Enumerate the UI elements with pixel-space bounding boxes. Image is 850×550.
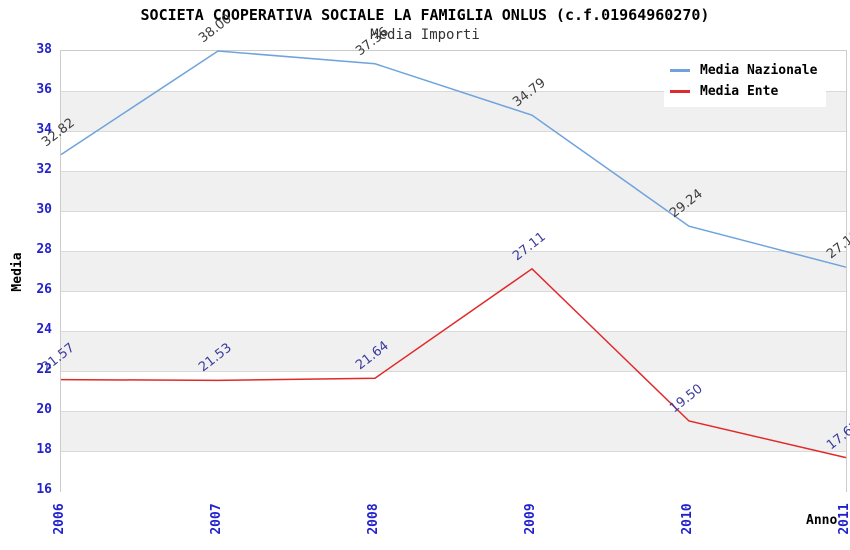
legend-label: Media Ente <box>700 84 779 99</box>
y-tick-label: 16 <box>36 482 52 497</box>
x-tick-label: 2007 <box>209 503 224 535</box>
background-band <box>61 291 846 332</box>
series-line <box>60 267 847 459</box>
legend-item-media-nazionale: Media Nazionale <box>670 60 820 81</box>
y-tick-label: 36 <box>36 82 52 97</box>
background-band <box>61 211 846 252</box>
x-tick-label: 2006 <box>52 503 67 535</box>
legend-label: Media Nazionale <box>700 63 818 78</box>
y-tick-label: 20 <box>36 402 52 417</box>
y-tick-label: 18 <box>36 442 52 457</box>
y-tick-label: 28 <box>36 242 52 257</box>
background-band <box>61 251 846 292</box>
background-band <box>61 371 846 412</box>
x-tick-label: 2009 <box>523 503 538 535</box>
x-tick-label: 2010 <box>680 503 695 535</box>
y-tick-label: 32 <box>36 162 52 177</box>
media-nazionale-line-swatch-icon <box>670 69 690 72</box>
background-band <box>61 171 846 212</box>
y-tick-label: 24 <box>36 322 52 337</box>
chart-title: SOCIETA COOPERATIVA SOCIALE LA FAMIGLIA … <box>140 6 710 24</box>
x-axis-label: Anno <box>806 513 838 528</box>
background-band <box>61 411 846 452</box>
y-tick-label: 38 <box>36 42 52 57</box>
chart-subtitle: Media Importi <box>370 27 480 43</box>
x-tick-label: 2011 <box>837 503 850 535</box>
background-band <box>61 131 846 172</box>
y-tick-label: 34 <box>36 122 52 137</box>
plot-area: 32.82 38.00 37.36 34.79 29.24 27.19 21.57 21.53… <box>39 11 850 492</box>
y-tick-label: 26 <box>36 282 52 297</box>
background-band <box>61 331 846 372</box>
y-tick-label: 22 <box>36 362 52 377</box>
legend: Media Nazionale Media Ente <box>664 55 826 107</box>
background-band <box>61 451 846 492</box>
series-line <box>60 50 847 268</box>
series-lines <box>60 50 847 459</box>
legend-item-media-ente: Media Ente <box>670 81 820 102</box>
y-tick-label: 30 <box>36 202 52 217</box>
media-ente-line-swatch-icon <box>670 90 690 93</box>
x-tick-label: 2008 <box>366 503 381 535</box>
